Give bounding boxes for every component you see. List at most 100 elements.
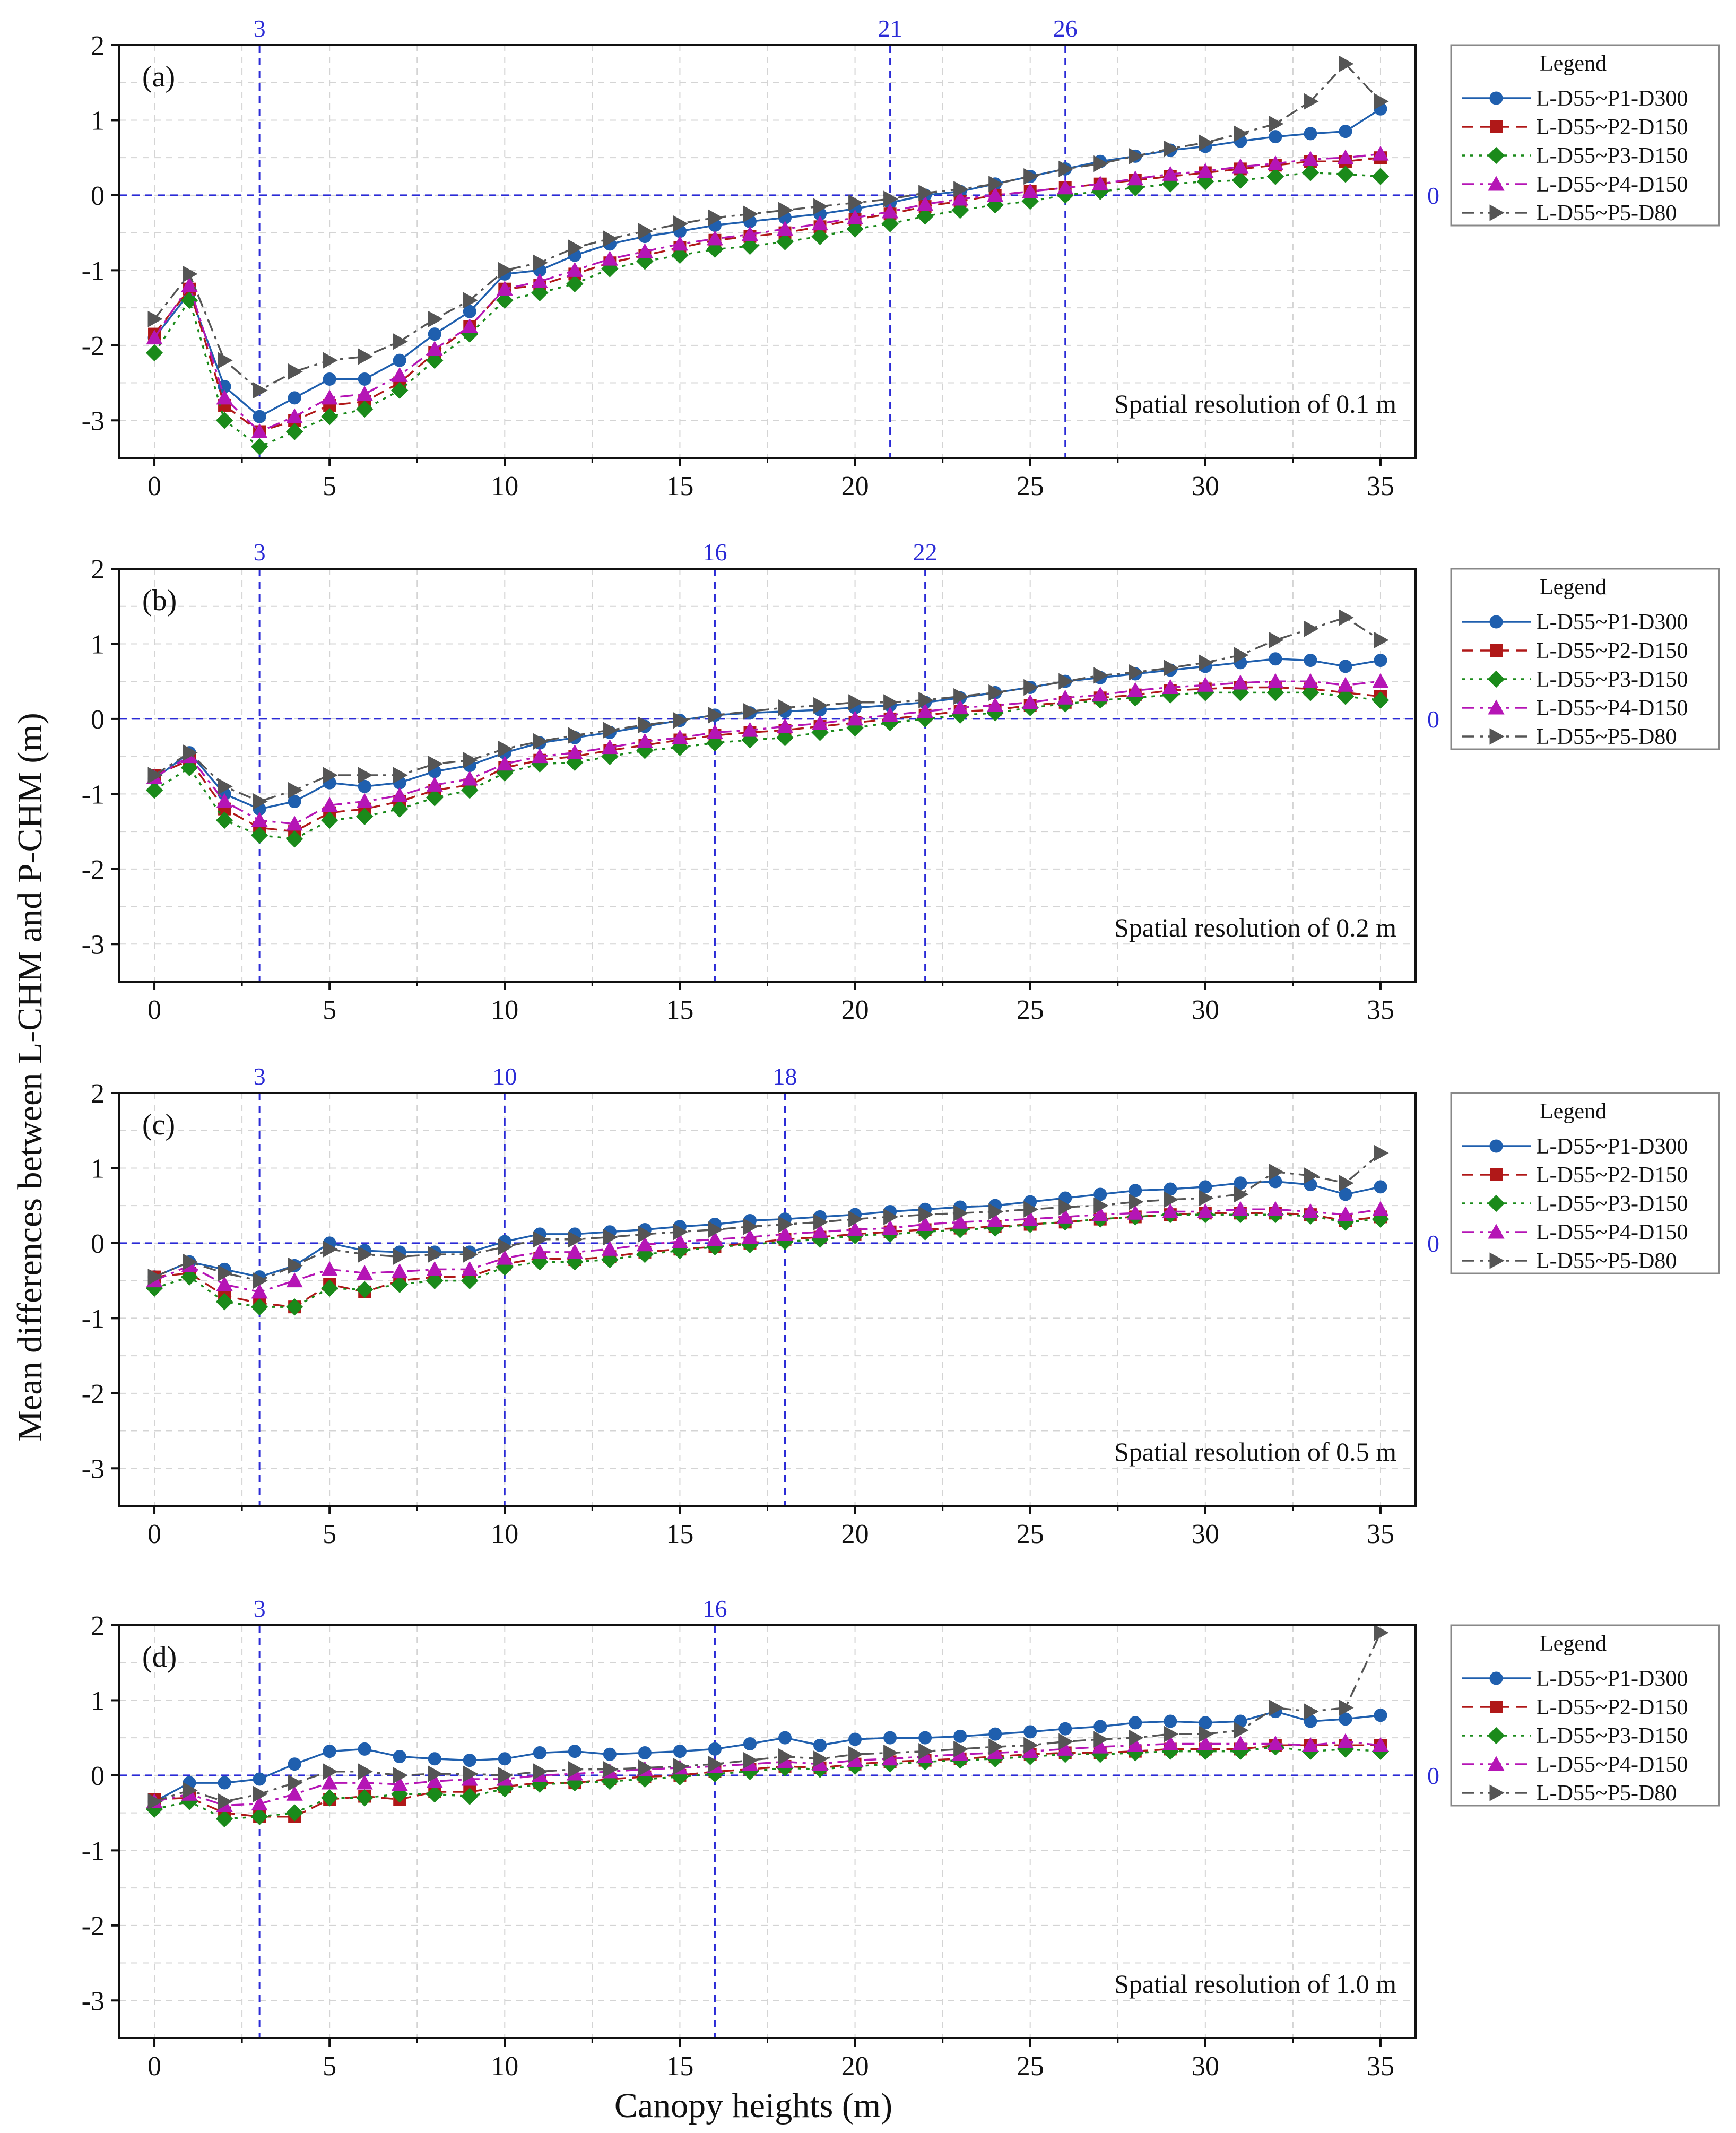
data-point [776, 729, 794, 747]
data-point [953, 1204, 969, 1221]
data-point [918, 185, 934, 202]
data-point [811, 1230, 829, 1248]
data-point [1269, 130, 1282, 144]
legend-marker [1489, 1139, 1503, 1153]
data-point [253, 410, 266, 423]
data-point [355, 1789, 374, 1807]
data-point [251, 423, 268, 438]
reference-vline-label: 26 [1053, 15, 1078, 42]
data-point [1199, 1716, 1212, 1730]
data-point [1129, 664, 1144, 681]
data-point [461, 1788, 479, 1805]
data-point [813, 697, 829, 714]
data-point [883, 1208, 899, 1225]
data-point [601, 1241, 618, 1256]
data-point [496, 291, 514, 309]
legend-entry: L-D55~P4-D150 [1462, 1220, 1688, 1245]
data-point [180, 291, 198, 309]
data-point [358, 1246, 373, 1263]
data-point [1092, 1738, 1109, 1754]
data-point [1057, 179, 1074, 195]
data-point [496, 281, 513, 296]
reference-vline-label: 3 [254, 15, 266, 42]
data-point [953, 180, 969, 198]
data-point [1162, 166, 1179, 181]
data-point [250, 1808, 268, 1825]
legend-marker [1490, 1168, 1503, 1181]
data-point [987, 697, 1004, 712]
data-point [285, 423, 303, 440]
data-point [1022, 1743, 1039, 1758]
data-point [461, 1261, 478, 1276]
data-point [218, 1793, 233, 1810]
data-point [1336, 166, 1355, 183]
data-point [917, 1216, 934, 1232]
series-3 [145, 164, 1390, 455]
x-tick-label: 25 [1017, 2051, 1044, 2082]
legend-box [1450, 44, 1720, 227]
zero-line-label: 0 [1427, 706, 1439, 733]
data-point [1093, 155, 1109, 172]
data-point [533, 1231, 548, 1248]
data-point [568, 727, 583, 744]
data-point [426, 1773, 443, 1788]
series-line [154, 680, 1381, 825]
data-point [638, 1759, 654, 1776]
data-point [778, 1216, 794, 1233]
data-point [741, 722, 759, 737]
x-tick-label: 20 [841, 471, 869, 501]
data-point [603, 1228, 618, 1246]
series-line [153, 153, 1381, 433]
data-point [215, 412, 233, 429]
x-tick-label: 15 [666, 995, 693, 1025]
data-point [673, 1224, 689, 1241]
data-point [953, 1729, 967, 1743]
legend-entry: L-D55~P5-D80 [1462, 1781, 1677, 1806]
data-point [1232, 158, 1249, 174]
legend-marker [1488, 1224, 1505, 1239]
data-point [986, 704, 1004, 722]
series-5 [147, 609, 1389, 810]
data-point [358, 1763, 373, 1780]
y-tick-label: -3 [82, 930, 105, 960]
data-point [1336, 688, 1355, 705]
data-point [426, 1272, 444, 1289]
data-point [708, 707, 724, 724]
legend-entry: L-D55~P3-D150 [1462, 1192, 1688, 1216]
data-point [147, 1268, 163, 1286]
x-tick-label: 10 [491, 2051, 518, 2082]
legend-label: L-D55~P3-D150 [1536, 1192, 1688, 1216]
data-point [1374, 1624, 1389, 1641]
data-point [952, 190, 969, 206]
data-point [776, 233, 794, 250]
data-point [918, 1206, 934, 1223]
data-point [1269, 652, 1282, 666]
data-point [531, 1244, 548, 1259]
data-point [883, 1731, 897, 1745]
data-point [286, 408, 303, 423]
data-point [813, 1213, 829, 1230]
data-point [323, 1763, 338, 1780]
data-point [1302, 151, 1319, 166]
series-4 [146, 145, 1389, 438]
data-point [568, 1761, 583, 1778]
data-point [288, 1774, 303, 1791]
data-point [603, 1761, 618, 1778]
data-point [1302, 1203, 1319, 1218]
data-point [918, 1743, 934, 1760]
data-point [498, 262, 513, 279]
data-point [1129, 1184, 1142, 1198]
data-point [320, 811, 338, 829]
legend: Legend L-D55~P1-D300 L-D55~P2-D150 L-D55~P3… [1450, 568, 1720, 750]
legend-label: L-D55~P3-D150 [1536, 1724, 1688, 1748]
y-tick-label: 0 [91, 181, 105, 211]
data-point [848, 694, 864, 711]
data-point [988, 1727, 1002, 1741]
series-3 [145, 1738, 1390, 1828]
legend-label: L-D55~P5-D80 [1536, 1781, 1677, 1806]
legend-entry: L-D55~P1-D300 [1462, 86, 1688, 111]
data-point [180, 759, 198, 777]
data-point [216, 793, 233, 808]
data-point [1337, 1206, 1354, 1221]
data-point [778, 202, 794, 219]
